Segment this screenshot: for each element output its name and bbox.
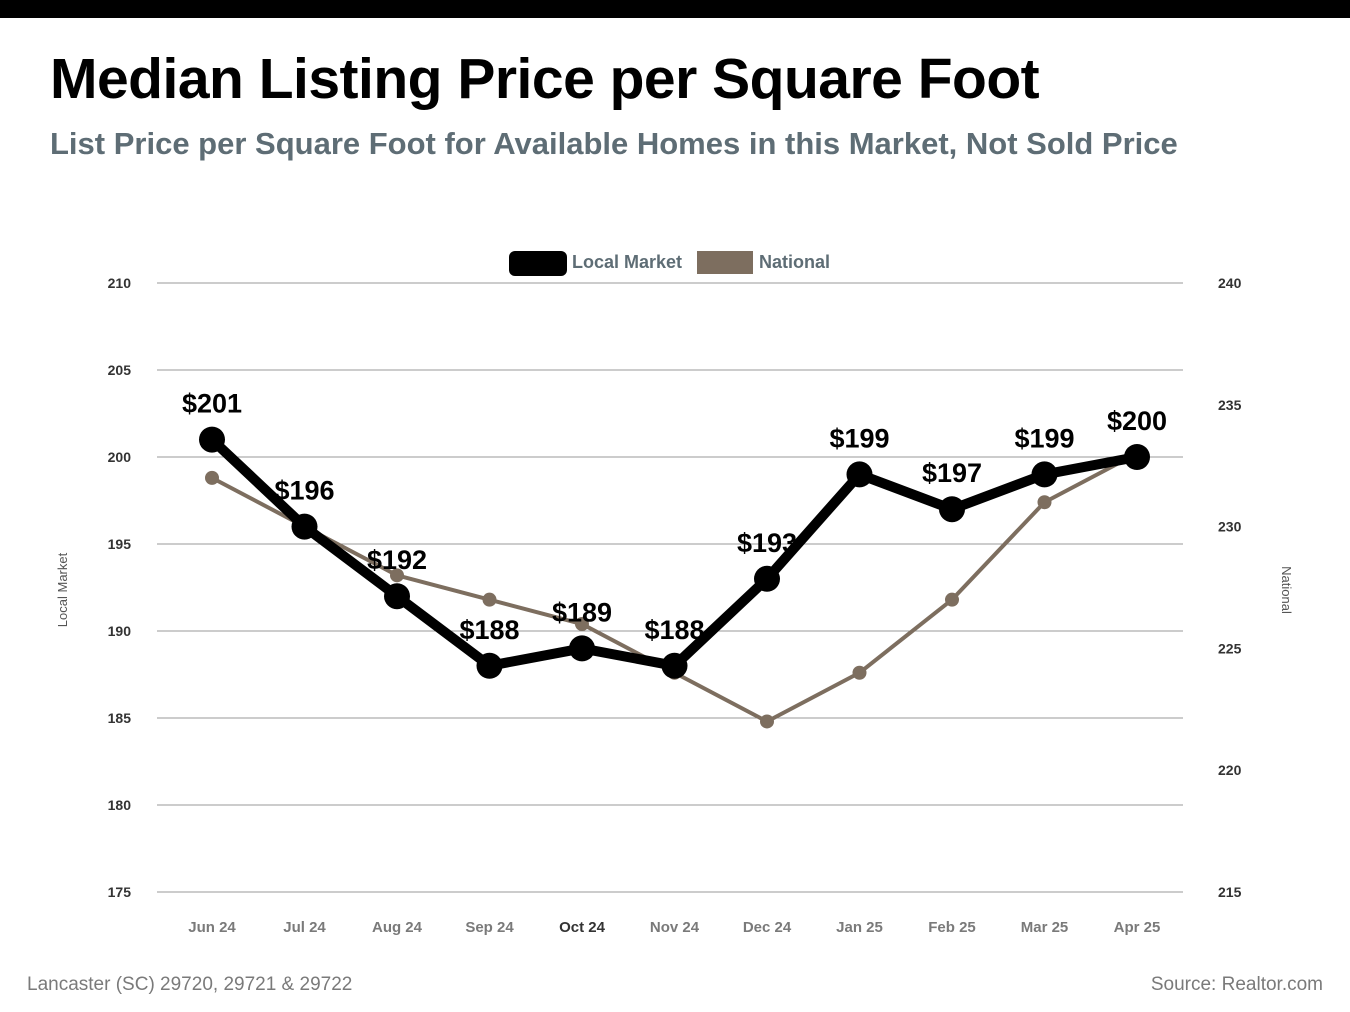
right-axis-title: National	[1279, 566, 1294, 614]
x-tick-label: Dec 24	[743, 919, 792, 936]
national-point	[482, 592, 497, 607]
line-chart: 175 180 185 190 195 200 205 210 215 220 225 230 235…	[55, 251, 1294, 936]
national-point	[205, 470, 219, 485]
local-data-label: $201	[182, 389, 242, 419]
local-data-label: $199	[829, 423, 889, 453]
footer-source: Source: Realtor.com	[1150, 974, 1323, 995]
x-axis-ticks: Jun 24 Jul 24 Aug 24 Sep 24 Oct 24 Nov 24 Dec …	[188, 919, 1160, 936]
right-tick-label: 240	[1218, 275, 1242, 291]
local-market-point	[754, 565, 780, 592]
local-data-label: $193	[737, 528, 797, 558]
x-tick-label: Oct 24	[559, 919, 606, 936]
right-tick-label: 220	[1218, 762, 1242, 778]
legend-label-national: National	[759, 252, 830, 272]
national-point	[390, 568, 404, 583]
left-axis-title: Local Market	[55, 552, 70, 627]
local-data-label: $200	[1107, 406, 1167, 436]
top-bar	[0, 0, 1350, 18]
left-tick-label: 190	[108, 623, 132, 639]
local-market-point	[199, 426, 225, 453]
local-market-point	[569, 635, 595, 662]
x-tick-label: Jan 25	[836, 919, 883, 936]
page-subtitle: List Price per Square Foot for Available…	[50, 126, 1178, 161]
left-tick-label: 180	[108, 797, 132, 813]
local-data-label: $188	[644, 615, 704, 645]
grid-lines	[157, 282, 1183, 893]
x-tick-label: Jul 24	[283, 919, 326, 936]
page-title: Median Listing Price per Square Foot	[50, 47, 1040, 111]
local-market-point	[1031, 461, 1058, 488]
x-tick-label: Mar 25	[1021, 919, 1069, 936]
local-market-point	[291, 513, 318, 540]
national-point	[852, 665, 867, 680]
local-data-label: $192	[367, 545, 427, 575]
left-tick-label: 195	[108, 536, 132, 552]
legend: Local Market National	[509, 251, 830, 276]
local-data-label: $199	[1014, 423, 1074, 453]
local-data-label: $188	[459, 615, 519, 645]
footer-location: Lancaster (SC) 29720, 29721 & 29722	[27, 974, 353, 995]
local-market-point	[661, 652, 688, 679]
x-tick-label: Aug 24	[372, 919, 423, 936]
left-tick-label: 200	[108, 449, 132, 465]
right-tick-label: 215	[1218, 884, 1242, 900]
left-tick-label: 210	[108, 275, 132, 291]
local-market-point	[384, 583, 410, 610]
x-tick-label: Nov 24	[650, 919, 700, 936]
national-point	[760, 714, 774, 729]
national-point	[575, 617, 589, 632]
legend-swatch-local	[509, 251, 567, 276]
right-axis-ticks: 215 220 225 230 235 240	[1218, 275, 1242, 900]
right-tick-label: 235	[1218, 397, 1242, 413]
local-market-point	[476, 652, 503, 679]
left-tick-label: 205	[108, 362, 132, 378]
right-tick-label: 225	[1218, 640, 1242, 656]
national-point	[1037, 495, 1052, 510]
local-data-labels: $201 $196 $192 $188 $189 $188 $193 $199 $197 $199…	[182, 389, 1167, 645]
national-point	[945, 592, 959, 607]
x-tick-label: Feb 25	[928, 919, 976, 936]
right-tick-label: 230	[1218, 519, 1242, 535]
local-data-label: $189	[552, 597, 612, 627]
local-market-point	[846, 461, 873, 488]
local-market-series	[199, 426, 1150, 679]
local-market-point	[939, 496, 965, 523]
legend-label-local: Local Market	[572, 252, 682, 272]
local-data-label: $197	[922, 458, 982, 488]
left-axis-ticks: 175 180 185 190 195 200 205 210	[108, 275, 132, 900]
x-tick-label: Jun 24	[188, 919, 236, 936]
legend-swatch-national	[697, 251, 753, 274]
local-data-label: $196	[274, 476, 334, 506]
x-tick-label: Apr 25	[1114, 919, 1161, 936]
left-tick-label: 185	[108, 710, 132, 726]
local-market-point	[1124, 444, 1150, 470]
x-tick-label: Sep 24	[465, 919, 514, 936]
left-tick-label: 175	[108, 884, 132, 900]
